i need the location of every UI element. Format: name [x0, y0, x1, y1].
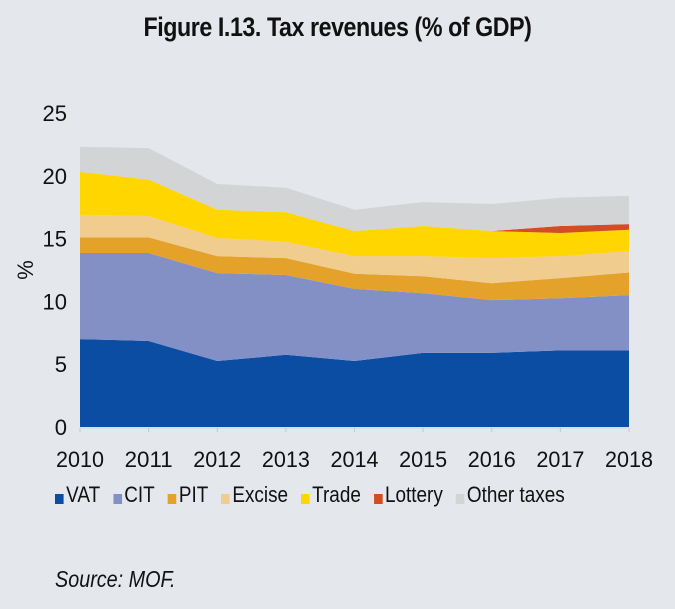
y-tick-label: 10 [43, 289, 67, 314]
x-tick-label: 2017 [536, 447, 584, 472]
area-lottery [80, 172, 629, 233]
chart-title: Figure I.13. Tax revenues (% of GDP) [143, 12, 532, 42]
y-axis: 0 5 10 15 20 25 [43, 101, 67, 440]
legend-swatch [55, 494, 64, 504]
legend-swatch [455, 494, 465, 504]
source-note: Source: MOF. [55, 566, 176, 592]
legend-item-lottery: Lottery [373, 482, 443, 508]
x-tick-label: 2015 [399, 447, 447, 472]
legend-label: CIT [124, 482, 155, 507]
x-tick-label: 2013 [262, 447, 310, 472]
legend-swatch [300, 494, 310, 504]
area-other-taxes [80, 146, 629, 232]
area-trade [80, 172, 629, 259]
area-cit [80, 253, 629, 362]
legend-swatch [167, 494, 177, 504]
x-tick-label: 2012 [193, 447, 241, 472]
legend-item-other-taxes: Other taxes [455, 482, 565, 508]
legend-item-vat: VAT [55, 482, 100, 508]
x-tick-label: 2010 [56, 447, 104, 472]
area-layers [80, 146, 629, 427]
stacked-area-chart: 2010 2011 2012 2013 2014 2015 2016 2017 2018 051… [13, 101, 653, 472]
legend-swatch [113, 494, 122, 504]
chart-legend: VAT CIT PIT Excise Trade Lottery Other taxes [55, 482, 578, 508]
y-axis-label: % [13, 260, 38, 280]
legend-label: Lottery [384, 482, 443, 507]
y-tick-label: 20 [43, 164, 67, 189]
legend-item-excise: Excise [221, 482, 288, 508]
area-excise [80, 214, 629, 284]
y-tick-label: 5 [55, 352, 67, 377]
x-tick-label: 2014 [331, 447, 379, 472]
x-tick-label: 2016 [468, 447, 516, 472]
legend-item-cit: CIT [113, 482, 155, 508]
legend-item-trade: Trade [300, 482, 361, 508]
x-tick-label: 2011 [125, 447, 173, 472]
legend-label: Trade [312, 482, 361, 507]
legend-item-pit: PIT [167, 482, 209, 508]
legend-label: VAT [66, 482, 101, 507]
y-tick-label: 15 [43, 227, 67, 252]
legend-swatch [221, 494, 230, 504]
legend-label: PIT [178, 482, 209, 507]
y-tick-label: 25 [43, 101, 67, 126]
y-tick-label: 0 [55, 415, 67, 440]
area-pit [80, 237, 629, 301]
x-axis: 2010 2011 2012 2013 2014 2015 2016 2017 2018 [56, 427, 653, 472]
legend-label: Excise [232, 482, 289, 507]
legend-swatch [373, 494, 383, 504]
legend-label: Other taxes [466, 482, 565, 507]
x-tick-label: 2018 [605, 447, 653, 472]
